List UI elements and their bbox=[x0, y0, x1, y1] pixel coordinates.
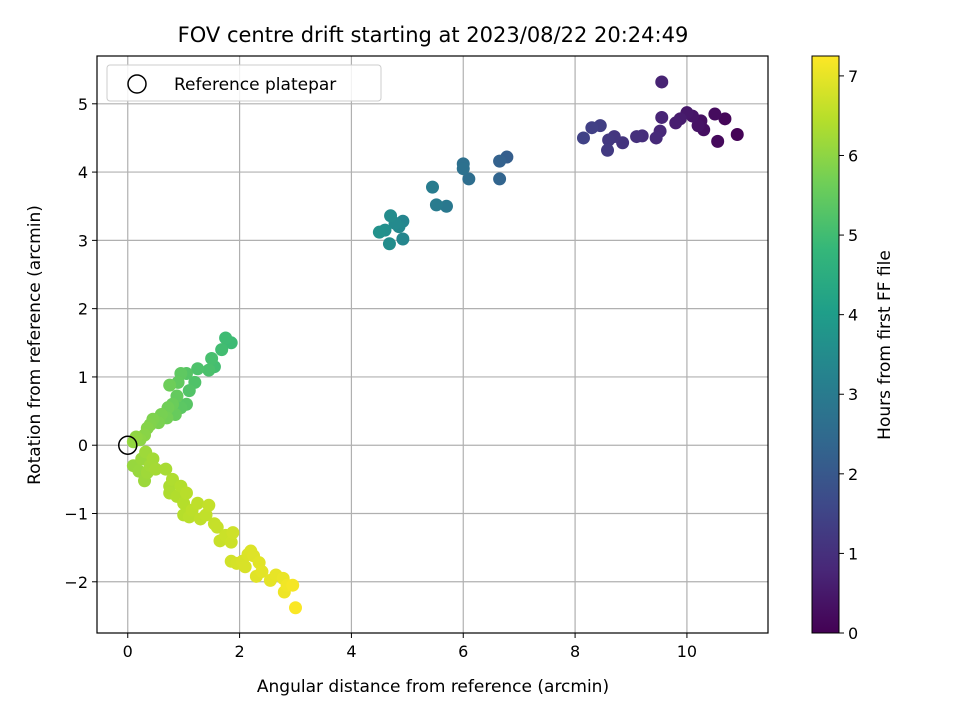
legend-entry-reference-platepar: Reference platepar bbox=[174, 75, 336, 95]
colorbar-gradient bbox=[811, 55, 840, 634]
colorbar-tick-label: 0 bbox=[848, 624, 858, 643]
data-point bbox=[382, 237, 396, 251]
grid bbox=[97, 56, 768, 633]
legend-marker-icon bbox=[127, 74, 147, 94]
data-point bbox=[238, 560, 252, 574]
data-point bbox=[215, 343, 229, 357]
data-point bbox=[585, 121, 599, 135]
data-point bbox=[576, 131, 590, 145]
y-tick-label: −1 bbox=[64, 505, 88, 524]
x-tick-label: 2 bbox=[234, 642, 244, 661]
legend: Reference platepar bbox=[106, 64, 382, 102]
colorbar-tick-label: 4 bbox=[848, 306, 858, 325]
reference-platepar-marker bbox=[118, 435, 138, 455]
data-point bbox=[493, 172, 507, 186]
data-point bbox=[708, 107, 722, 121]
data-point bbox=[630, 130, 644, 144]
colorbar-ticks: 0 1 2 3 4 5 6 7 bbox=[839, 67, 858, 643]
data-point bbox=[462, 172, 476, 186]
colorbar-tick-label: 3 bbox=[848, 385, 858, 404]
data-point bbox=[149, 462, 163, 476]
x-tick-label: 8 bbox=[570, 642, 580, 661]
y-tick-label: 5 bbox=[78, 95, 88, 114]
data-point bbox=[163, 378, 177, 392]
data-point bbox=[384, 209, 398, 223]
y-axis-ticks: −2 −1 0 1 2 3 4 5 bbox=[64, 95, 97, 592]
colorbar-tick-label: 6 bbox=[848, 146, 858, 165]
data-point bbox=[655, 110, 669, 124]
plot-frame bbox=[96, 55, 769, 634]
colorbar-tick-label: 5 bbox=[848, 226, 858, 245]
data-point bbox=[255, 565, 269, 579]
data-point bbox=[456, 162, 470, 176]
data-point bbox=[224, 535, 238, 549]
y-tick-label: 1 bbox=[78, 368, 88, 387]
data-point bbox=[159, 462, 173, 476]
data-point bbox=[179, 486, 193, 500]
data-point bbox=[202, 498, 216, 512]
x-tick-label: 4 bbox=[346, 642, 356, 661]
data-point bbox=[601, 143, 615, 157]
data-point bbox=[202, 363, 216, 377]
data-points bbox=[126, 75, 744, 615]
data-point bbox=[669, 116, 683, 130]
data-point bbox=[205, 351, 219, 365]
data-point bbox=[191, 362, 205, 376]
x-tick-label: 10 bbox=[677, 642, 697, 661]
colorbar-tick-label: 1 bbox=[848, 544, 858, 563]
data-point bbox=[146, 452, 160, 466]
y-tick-label: 2 bbox=[78, 300, 88, 319]
data-point bbox=[426, 180, 439, 194]
y-axis-label: Rotation from reference (arcmin) bbox=[25, 205, 45, 485]
legend-box bbox=[106, 64, 382, 102]
colorbar-label: Hours from first FF file bbox=[875, 250, 895, 440]
data-point bbox=[210, 520, 224, 534]
colorbar-tick-label: 2 bbox=[848, 465, 858, 484]
data-point bbox=[219, 331, 233, 345]
x-axis-ticks: 0 2 4 6 8 10 bbox=[123, 633, 697, 661]
data-point bbox=[182, 384, 196, 398]
data-point bbox=[730, 128, 744, 142]
data-point bbox=[289, 601, 303, 615]
data-point bbox=[226, 526, 240, 540]
data-point bbox=[602, 133, 616, 147]
y-tick-label: 0 bbox=[78, 436, 88, 455]
y-tick-label: 3 bbox=[78, 231, 88, 250]
data-point bbox=[191, 496, 205, 510]
colorbar: 0 1 2 3 4 5 6 7 Hours from first FF file bbox=[811, 55, 895, 643]
data-point bbox=[439, 199, 453, 213]
colorbar-tick-label: 7 bbox=[848, 67, 858, 86]
data-point bbox=[649, 131, 663, 145]
data-point bbox=[493, 154, 507, 168]
x-tick-label: 6 bbox=[458, 642, 468, 661]
data-point bbox=[718, 112, 732, 126]
x-tick-label: 0 bbox=[123, 642, 133, 661]
data-point bbox=[286, 578, 300, 592]
x-axis-label: Angular distance from reference (arcmin) bbox=[257, 677, 609, 697]
data-point bbox=[372, 225, 386, 239]
chart-title: FOV centre drift starting at 2023/08/22 … bbox=[178, 23, 689, 47]
data-point bbox=[711, 134, 725, 148]
y-tick-label: −2 bbox=[64, 573, 88, 592]
data-point bbox=[396, 232, 410, 246]
data-point bbox=[429, 198, 443, 212]
data-point bbox=[655, 75, 669, 89]
data-point bbox=[691, 119, 705, 133]
y-tick-label: 4 bbox=[78, 163, 88, 182]
